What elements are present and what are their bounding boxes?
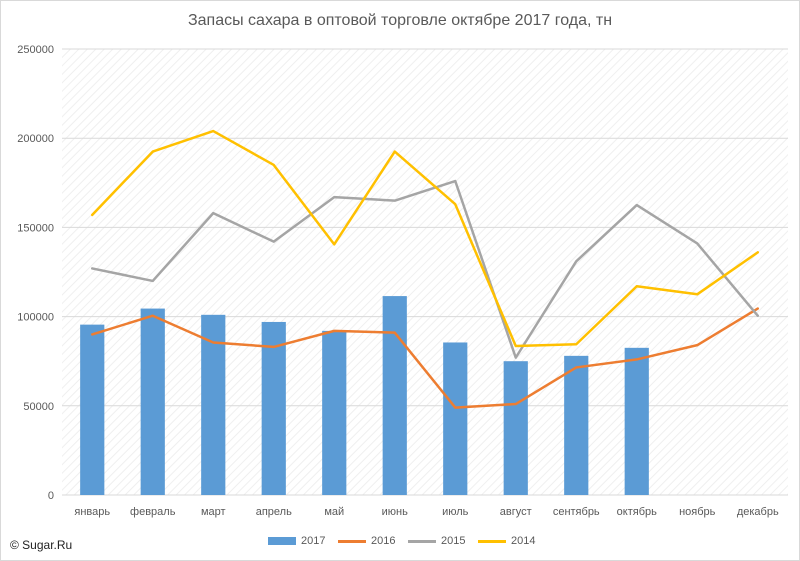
y-tick-label: 0: [48, 490, 54, 502]
legend-label: 2017: [301, 535, 326, 547]
legend-swatch: [268, 537, 296, 545]
y-tick-label: 200000: [17, 133, 54, 145]
plot-area: [62, 49, 788, 495]
bar-2017: [261, 321, 286, 495]
chart-title: Запасы сахара в оптовой торговле октябре…: [187, 12, 613, 29]
y-tick-label: 150000: [17, 222, 54, 234]
x-tick-label: апрель: [256, 506, 292, 518]
x-tick-label: июнь: [382, 506, 408, 518]
x-tick-label: март: [201, 506, 226, 518]
x-tick-label: февраль: [130, 506, 176, 518]
bar-2017: [624, 347, 649, 495]
bar-2017: [140, 308, 165, 495]
bar-2017: [503, 361, 528, 495]
legend-swatch: [478, 539, 506, 543]
copyright-text: © Sugar.Ru: [10, 538, 73, 552]
legend-label: 2016: [371, 535, 396, 547]
x-tick-label: октябрь: [617, 506, 657, 518]
bar-2017: [564, 355, 589, 495]
series-line-2014: [91, 129, 759, 348]
legend-label: 2014: [511, 535, 536, 547]
x-tick-label: ноябрь: [679, 506, 716, 518]
y-tick-label: 250000: [17, 44, 54, 56]
x-tick-label: сентябрь: [553, 506, 600, 518]
legend-label: 2015: [441, 535, 466, 547]
legend-item-2016: 2016: [338, 533, 395, 549]
bar-2017: [382, 296, 407, 495]
legend-item-2015: 2015: [408, 533, 465, 549]
bar-2017: [443, 342, 468, 495]
bar-2017: [201, 314, 226, 495]
x-tick-label: май: [324, 506, 344, 518]
x-tick-label: август: [500, 506, 532, 518]
legend-item-2017: 2017: [268, 533, 325, 549]
x-tick-label: декабрь: [737, 506, 779, 518]
series-line-2016: [91, 307, 759, 409]
bar-2017: [80, 324, 105, 495]
legend-item-2014: 2014: [478, 533, 535, 549]
x-tick-label: январь: [74, 506, 110, 518]
series-line-2015: [91, 179, 759, 359]
y-tick-label: 50000: [23, 401, 54, 413]
chart-legend: 2017 2016 2015 2014: [0, 533, 800, 549]
bar-2017: [322, 330, 347, 495]
x-tick-label: июль: [442, 506, 469, 518]
y-tick-label: 100000: [17, 312, 54, 324]
legend-swatch: [338, 539, 366, 543]
legend-swatch: [408, 539, 436, 543]
